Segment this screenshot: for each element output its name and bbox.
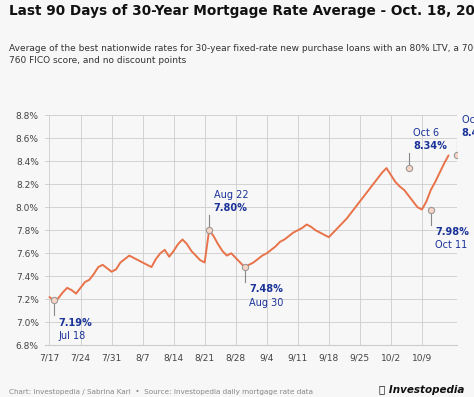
Text: 7.19%: 7.19%: [58, 318, 92, 328]
Text: Aug 30: Aug 30: [249, 298, 283, 308]
Text: Jul 18: Jul 18: [58, 331, 86, 341]
Text: Oct 17: Oct 17: [462, 115, 474, 125]
Text: 7.48%: 7.48%: [249, 284, 283, 294]
Text: Oct 11: Oct 11: [435, 240, 467, 250]
Text: Average of the best nationwide rates for 30-year fixed-rate new purchase loans w: Average of the best nationwide rates for…: [9, 44, 474, 65]
Text: 7.80%: 7.80%: [213, 203, 247, 213]
Text: Chart: Investopedia / Sabrina Karl  •  Source: Investopedia daily mortgage rate : Chart: Investopedia / Sabrina Karl • Sou…: [9, 389, 313, 395]
Text: Ⓟ Investopedia: Ⓟ Investopedia: [379, 385, 465, 395]
Text: Oct 6: Oct 6: [413, 127, 439, 138]
Text: 8.45%: 8.45%: [462, 128, 474, 138]
Text: 7.98%: 7.98%: [435, 227, 469, 237]
Text: Last 90 Days of 30-Year Mortgage Rate Average - Oct. 18, 2023: Last 90 Days of 30-Year Mortgage Rate Av…: [9, 4, 474, 18]
Text: 8.34%: 8.34%: [413, 141, 447, 151]
Text: Aug 22: Aug 22: [213, 190, 248, 200]
